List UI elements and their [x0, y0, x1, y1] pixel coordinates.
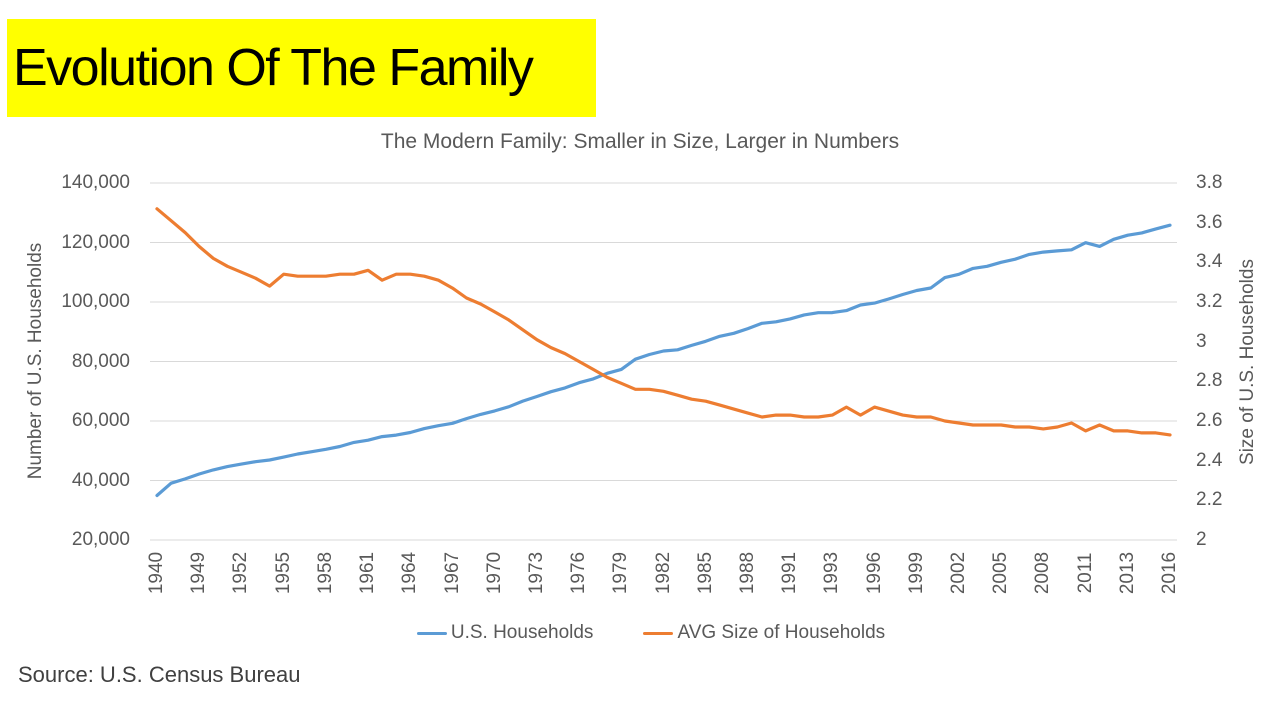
x-axis-label: 1976 — [568, 551, 590, 595]
legend: U.S. Households AVG Size of Households — [22, 620, 1280, 646]
y-axis-label-right: 2.6 — [1196, 410, 1223, 431]
x-axis-label: 1964 — [399, 551, 421, 595]
x-axis-label: 2016 — [1159, 551, 1180, 595]
x-axis-label: 1979 — [610, 551, 632, 595]
legend-label-avg-size: AVG Size of Households — [677, 622, 886, 643]
x-axis-label: 1949 — [188, 551, 210, 595]
y-axis-label-right: 3.2 — [1196, 291, 1223, 312]
x-axis-label: 2011 — [1074, 552, 1096, 594]
y-axis-label-left: 20,000 — [71, 529, 130, 550]
x-axis-label: 1967 — [441, 551, 463, 595]
x-axis-label: 1955 — [272, 551, 294, 595]
y-axis-label-right: 3 — [1196, 330, 1207, 352]
legend-swatch-us-households — [416, 631, 447, 635]
source-note: Source: U.S. Census Bureau — [18, 662, 301, 687]
x-axis-label: 1985 — [694, 551, 716, 595]
y-axis-label-left: 40,000 — [71, 469, 130, 491]
x-axis-label: 2002 — [947, 551, 969, 595]
legend-label-us-households: U.S. Households — [450, 622, 594, 643]
y-axis-label-right: 2.4 — [1196, 449, 1223, 471]
y-axis-label-left: 120,000 — [61, 231, 130, 253]
x-axis-label: 1961 — [357, 551, 379, 595]
x-axis-label: 1973 — [525, 551, 547, 595]
y-axis-label-left: 140,000 — [61, 172, 130, 193]
y-axis-label-left: 60,000 — [71, 410, 130, 431]
right-axis-title: Size of U.S. Households — [1237, 259, 1258, 465]
y-axis-label-left: 100,000 — [61, 291, 130, 312]
x-axis-label: 2008 — [1032, 551, 1054, 595]
x-axis-label: 1988 — [736, 551, 758, 595]
x-axis-label: 1940 — [146, 551, 167, 595]
x-axis-label: 1993 — [821, 551, 843, 595]
title-banner: Evolution Of The Family — [7, 19, 596, 117]
x-axis-label: 1970 — [483, 551, 505, 595]
x-axis-label: 2005 — [990, 551, 1012, 595]
y-axis-label-right: 2 — [1196, 529, 1207, 550]
x-axis-label: 1958 — [314, 551, 336, 595]
y-axis-label-right: 3.4 — [1196, 251, 1223, 273]
x-axis-label: 1952 — [230, 551, 252, 595]
y-axis-label-left: 80,000 — [71, 350, 130, 372]
y-axis-label-right: 2.2 — [1196, 489, 1223, 511]
x-axis-label: 1982 — [652, 551, 674, 595]
x-axis-label: 1991 — [779, 551, 801, 595]
banner-title: Evolution Of The Family — [13, 39, 534, 97]
chart-title: The Modern Family: Smaller in Size, Larg… — [380, 130, 900, 153]
x-axis-label: 1996 — [863, 551, 885, 595]
series-line-avg-size — [155, 207, 1172, 437]
legend-item-avg-size: AVG Size of Households — [643, 622, 885, 644]
y-axis-label-right: 3.6 — [1196, 211, 1223, 233]
legend-swatch-avg-size — [643, 631, 674, 635]
series-line-us-households — [155, 223, 1172, 498]
y-axis-label-right: 2.8 — [1196, 370, 1223, 392]
x-axis-label: 1999 — [905, 551, 927, 595]
legend-item-us-households: U.S. Households — [416, 622, 594, 644]
y-axis-label-right: 3.8 — [1196, 172, 1223, 193]
left-axis-title: Number of U.S. Households — [25, 242, 46, 480]
x-axis-label: 2013 — [1116, 551, 1138, 595]
